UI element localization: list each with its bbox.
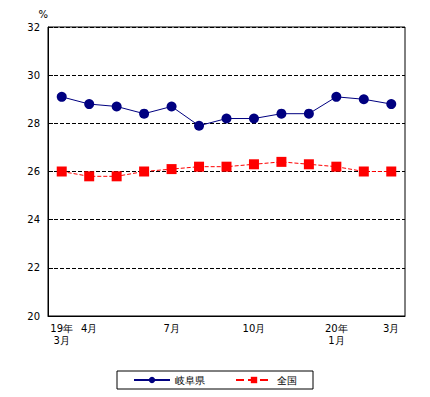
svg-text:30: 30 (27, 70, 40, 81)
svg-text:32: 32 (27, 22, 40, 33)
svg-text:岐阜県: 岐阜県 (175, 375, 205, 386)
svg-text:26: 26 (27, 166, 40, 177)
svg-text:%: % (38, 9, 48, 20)
svg-text:20年: 20年 (325, 323, 348, 334)
svg-text:28: 28 (27, 118, 40, 129)
svg-text:全国: 全国 (277, 375, 297, 386)
svg-text:22: 22 (27, 262, 40, 273)
svg-text:1月: 1月 (328, 335, 344, 346)
svg-text:3月: 3月 (54, 335, 70, 346)
svg-text:7月: 7月 (163, 323, 179, 334)
svg-text:24: 24 (27, 214, 40, 225)
svg-text:10月: 10月 (243, 323, 266, 334)
svg-text:19年: 19年 (50, 323, 73, 334)
svg-text:20: 20 (27, 311, 40, 322)
svg-text:3月: 3月 (383, 323, 399, 334)
svg-text:4月: 4月 (81, 323, 97, 334)
